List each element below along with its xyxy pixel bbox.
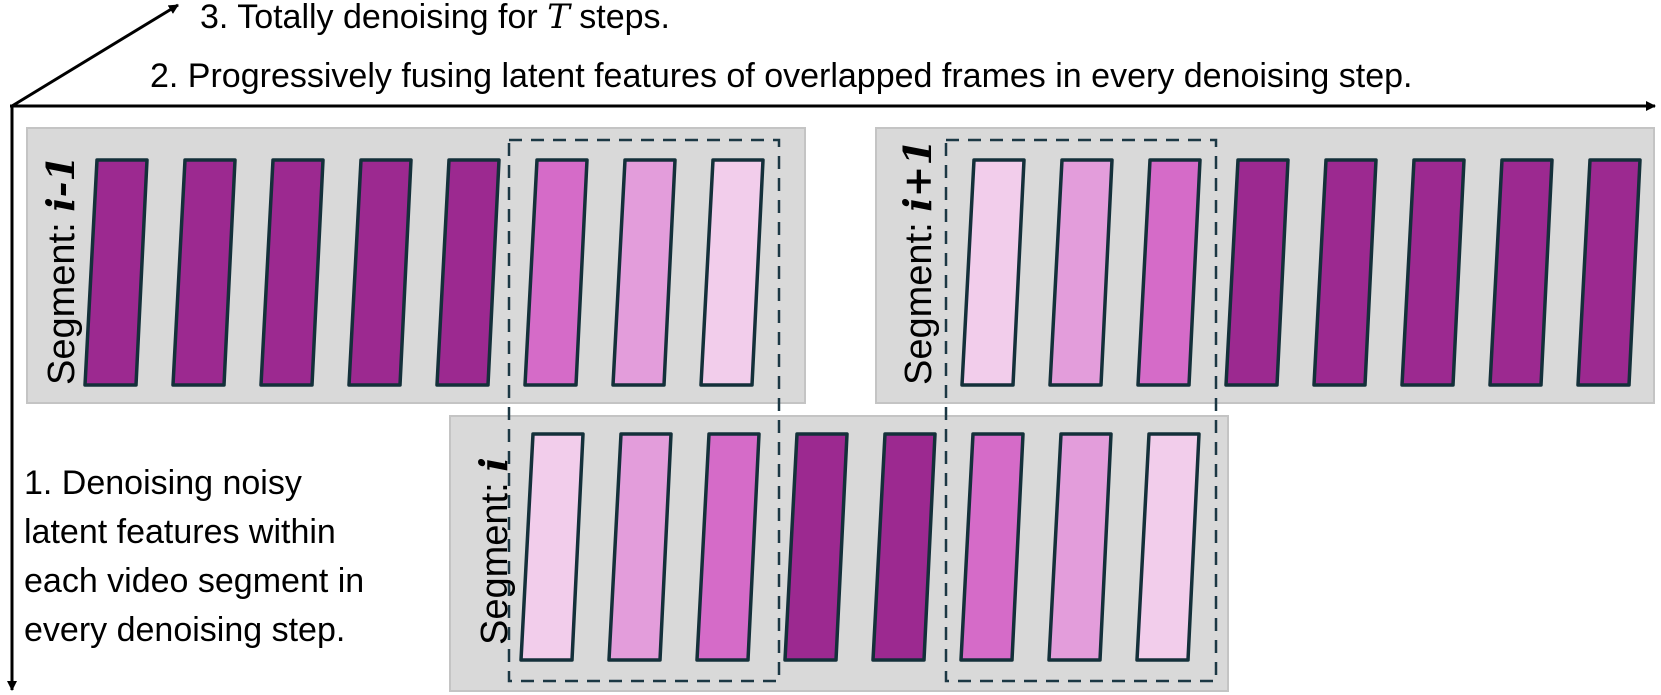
segment-axis-label: 1. Denoising noisy latent features withi… — [24, 464, 374, 649]
overlap-box-right — [944, 138, 1218, 683]
frame-dark — [347, 158, 413, 387]
frame-strip — [960, 158, 1642, 387]
frame-pale — [519, 432, 585, 662]
segment-panel-current: Segment: i — [449, 415, 1229, 692]
frame-pale — [1135, 432, 1201, 662]
frame-light — [1047, 432, 1113, 662]
time-axis-arrow — [11, 3, 179, 108]
frame-dark — [171, 158, 237, 387]
frame-mid — [959, 432, 1025, 662]
frame-dark — [783, 432, 849, 662]
frame-pale — [699, 158, 765, 387]
frame-dark — [259, 158, 325, 387]
frame-mid — [523, 158, 589, 387]
frame-light — [1048, 158, 1114, 387]
frame-pale — [960, 158, 1026, 387]
frame-mid — [695, 432, 761, 662]
segment-panel-next: Segment: i+1 — [875, 127, 1655, 404]
frame-light — [607, 432, 673, 662]
frame-mid — [1136, 158, 1202, 387]
segment-label: Segment: i-1 — [38, 155, 83, 385]
segment-label: Segment: i+1 — [895, 139, 940, 385]
frame-dark — [1488, 158, 1554, 387]
frame-dark — [1576, 158, 1642, 387]
frame-dark — [1312, 158, 1378, 387]
frame-dark — [435, 158, 501, 387]
frame-strip — [519, 432, 1201, 662]
frame-dark — [83, 158, 149, 387]
frame-light — [611, 158, 677, 387]
fusion-axis-label: 2. Progressively fusing latent features … — [150, 57, 1412, 95]
frame-strip — [83, 158, 765, 387]
frame-dark — [1224, 158, 1290, 387]
overlap-box-left — [507, 138, 781, 683]
time-axis-label: 3. Totally denoising for T steps. — [200, 0, 670, 37]
frame-dark — [1400, 158, 1466, 387]
segment-panel-prev: Segment: i-1 — [26, 127, 806, 404]
frame-dark — [871, 432, 937, 662]
